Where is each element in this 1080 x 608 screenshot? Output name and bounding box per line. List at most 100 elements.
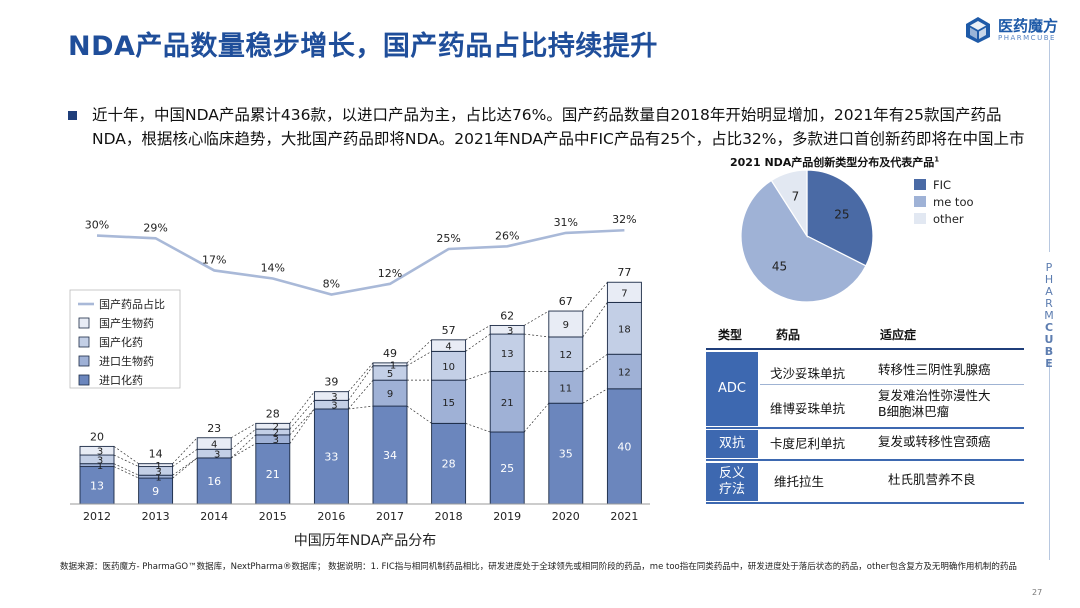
bar-segment <box>138 463 174 468</box>
connector-line <box>348 379 374 410</box>
segment-label: 1 <box>155 461 161 472</box>
connector-line <box>289 400 315 430</box>
segment-label: 1 <box>390 360 396 371</box>
legend-label: 国产化药 <box>99 335 143 349</box>
segment-label: 40 <box>617 440 631 453</box>
x-tick-label: 2013 <box>142 510 170 523</box>
page-title: NDA产品数量稳步增长，国产药品占比持续提升 <box>68 31 658 62</box>
drug-cell: 维博妥珠单抗 <box>770 401 846 416</box>
x-axis: 2012 2013 2014 2015 2016 2017 2018 2019 2020 2021 <box>70 503 650 523</box>
bar-segment <box>196 437 232 450</box>
bar-segment <box>548 371 584 404</box>
connector-line <box>465 423 491 433</box>
indication-cell: 复发或转移性宫颈癌 <box>878 434 991 449</box>
bar-segment <box>489 324 525 335</box>
bar-segments: 1313320913114163423213222833333934951492… <box>79 266 642 505</box>
connector-line <box>289 391 315 424</box>
segment-label: 2 <box>273 428 279 439</box>
bar-segment <box>606 281 642 303</box>
segment-label: 13 <box>90 479 104 492</box>
x-tick-label: 2020 <box>552 510 580 523</box>
share-label: 30% <box>85 219 109 232</box>
connector-line <box>113 446 139 464</box>
connector-line <box>465 333 491 352</box>
logo-name: 医药魔方 <box>998 17 1059 35</box>
share-polyline <box>96 228 625 296</box>
segment-label: 3 <box>97 455 103 466</box>
segment-label: 34 <box>383 449 397 462</box>
segment-label: 1 <box>155 473 161 484</box>
segment-label: 4 <box>445 342 451 353</box>
indication-cell: 杜氏肌营养不良 <box>888 472 976 487</box>
share-label: 14% <box>261 261 285 274</box>
segment-label: 1 <box>97 461 103 472</box>
x-axis-title: 中国历年NDA产品分布 <box>294 533 437 549</box>
legend-label: 进口生物药 <box>99 354 154 368</box>
indication-cell: 转移性三阴性乳腺癌 <box>878 362 991 377</box>
connector-lines <box>113 282 608 479</box>
segment-label: 18 <box>618 324 631 335</box>
table-header-indication: 适应症 <box>880 328 917 342</box>
legend-swatch <box>78 336 90 348</box>
bar-total-label: 62 <box>500 309 514 322</box>
share-label: 26% <box>495 229 519 242</box>
connector-line <box>172 457 198 476</box>
segment-label: 12 <box>559 350 572 361</box>
group-antisense: 反义疗法 <box>706 463 758 501</box>
connector-line <box>582 282 608 312</box>
bar-segment <box>606 301 642 355</box>
connector-line <box>524 310 549 326</box>
bar-segment <box>313 391 349 401</box>
pie-slices: 25 45 7 <box>740 169 874 303</box>
bar-total-label: 57 <box>442 324 456 337</box>
share-label: 25% <box>436 232 460 245</box>
cube-logo-icon <box>966 17 990 43</box>
page-number: 27 <box>1032 588 1043 597</box>
legend-label: 国产药品占比 <box>99 297 165 311</box>
segment-label: 2 <box>273 422 279 433</box>
bar-segment <box>548 336 584 372</box>
connector-line <box>348 362 374 392</box>
drug-cell: 卡度尼利单抗 <box>770 436 846 451</box>
bar-total-label: 20 <box>90 430 104 443</box>
segment-label: 21 <box>266 468 280 481</box>
connector-line <box>465 325 491 341</box>
legend-label: 国产生物药 <box>99 316 154 330</box>
segment-label: 9 <box>563 320 569 331</box>
pie-legend-swatch <box>914 213 926 224</box>
connector-line <box>289 408 315 444</box>
bar-segment <box>606 353 642 390</box>
legend-swatch <box>78 374 90 386</box>
legend-swatch <box>78 355 90 367</box>
pie-legend-label: FIC <box>933 178 951 192</box>
x-tick-label: 2012 <box>83 510 111 523</box>
x-tick-label: 2021 <box>610 510 638 523</box>
bar-total-label: 39 <box>324 376 338 389</box>
segment-label: 3 <box>273 435 279 446</box>
x-tick-label: 2015 <box>259 510 287 523</box>
segment-label: 3 <box>507 326 513 337</box>
pie-slice-label: 25 <box>834 208 849 222</box>
segment-label: 33 <box>324 450 338 463</box>
bar-total-label: 67 <box>559 295 573 308</box>
bar-segment <box>79 445 115 456</box>
pie-slice-label: 7 <box>792 190 800 204</box>
table-header-type: 类型 <box>718 328 743 342</box>
connector-line <box>230 434 257 459</box>
bar-total-label: 14 <box>149 448 163 461</box>
segment-label: 25 <box>500 462 514 475</box>
connector-line <box>231 423 256 439</box>
x-tick-label: 2017 <box>376 510 404 523</box>
bar-total-label: 23 <box>207 422 221 435</box>
segment-label: 10 <box>442 362 455 373</box>
bar-segment <box>79 466 115 505</box>
share-label: 12% <box>378 267 402 280</box>
segment-label: 16 <box>207 475 221 488</box>
connector-line <box>406 339 432 364</box>
bar-segment <box>431 379 467 424</box>
table-header-rule <box>706 348 1024 350</box>
pie-title-footnote-mark: 1 <box>934 155 940 164</box>
bar-segment <box>372 362 408 367</box>
